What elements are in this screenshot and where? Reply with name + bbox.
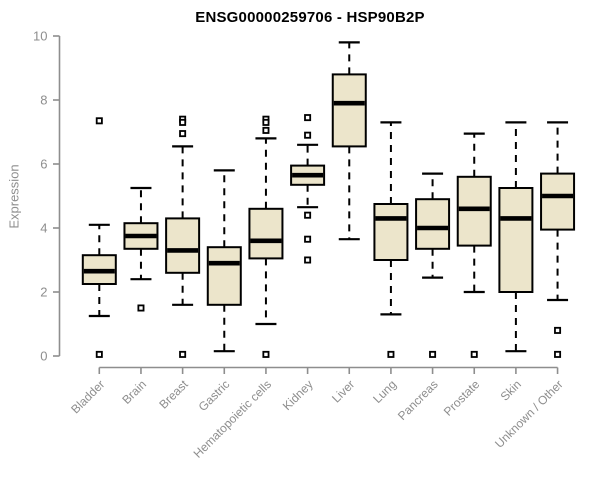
box-group-liver bbox=[331, 41, 367, 241]
x-tick-label: Hematopoietic cells bbox=[191, 377, 274, 460]
iqr-box bbox=[248, 207, 284, 260]
y-tick-label: 2 bbox=[40, 285, 47, 300]
box-group-hematopoietic-cells bbox=[248, 115, 284, 358]
iqr-box bbox=[498, 187, 534, 293]
outlier-point bbox=[179, 350, 187, 358]
outlier-point bbox=[179, 130, 187, 138]
iqr-box bbox=[415, 198, 451, 250]
x-tick-label: Pancreas bbox=[395, 377, 441, 423]
box-group-unknown-other bbox=[540, 121, 576, 358]
outlier-point bbox=[470, 350, 478, 358]
x-tick-label: Prostate bbox=[441, 377, 483, 419]
outlier-point bbox=[304, 114, 312, 122]
y-tick-label: 6 bbox=[40, 157, 47, 172]
x-tick-label: Lung bbox=[370, 377, 399, 406]
iqr-box bbox=[373, 203, 409, 261]
x-tick-label: Gastric bbox=[196, 377, 233, 414]
outlier-point bbox=[304, 235, 312, 243]
x-tick-label: Kidney bbox=[280, 377, 316, 413]
outlier-point bbox=[554, 326, 562, 334]
outlier-point bbox=[262, 126, 270, 134]
y-tick-label: 10 bbox=[33, 29, 47, 44]
box-group-brain bbox=[123, 186, 159, 312]
box-group-prostate bbox=[456, 132, 492, 358]
outlier-point bbox=[304, 256, 312, 264]
x-tick-label: Breast bbox=[156, 377, 191, 412]
iqr-box bbox=[331, 73, 367, 148]
box-group-lung bbox=[373, 121, 409, 358]
box-group-pancreas bbox=[415, 172, 451, 358]
box-group-bladder bbox=[81, 117, 117, 358]
box-group-gastric bbox=[206, 169, 242, 353]
outlier-point bbox=[262, 118, 270, 126]
y-tick-label: 0 bbox=[40, 349, 47, 364]
outlier-point bbox=[304, 131, 312, 139]
outlier-point bbox=[387, 350, 395, 358]
outlier-point bbox=[429, 350, 437, 358]
outlier-point bbox=[554, 350, 562, 358]
box-group-skin bbox=[498, 121, 534, 353]
iqr-box bbox=[540, 172, 576, 231]
iqr-box bbox=[456, 175, 492, 247]
x-tick-label: Skin bbox=[498, 377, 524, 403]
chart-title: ENSG00000259706 - HSP90B2P bbox=[195, 9, 425, 26]
outlier-point bbox=[304, 211, 312, 219]
outlier-point bbox=[262, 350, 270, 358]
box-group-kidney bbox=[290, 114, 326, 264]
iqr-box bbox=[165, 217, 201, 274]
y-tick-label: 8 bbox=[40, 93, 47, 108]
y-tick-label: 4 bbox=[40, 221, 47, 236]
outlier-point bbox=[179, 118, 187, 126]
x-tick-label: Liver bbox=[329, 377, 357, 405]
x-tick-label: Brain bbox=[119, 377, 149, 407]
outlier-point bbox=[137, 304, 145, 312]
outlier-point bbox=[95, 350, 103, 358]
outlier-point bbox=[95, 117, 103, 125]
box-group-breast bbox=[165, 115, 201, 358]
x-tick-label: Bladder bbox=[68, 377, 107, 416]
iqr-box bbox=[206, 246, 242, 306]
y-axis: 0 2 4 6 8 10 bbox=[33, 29, 61, 364]
